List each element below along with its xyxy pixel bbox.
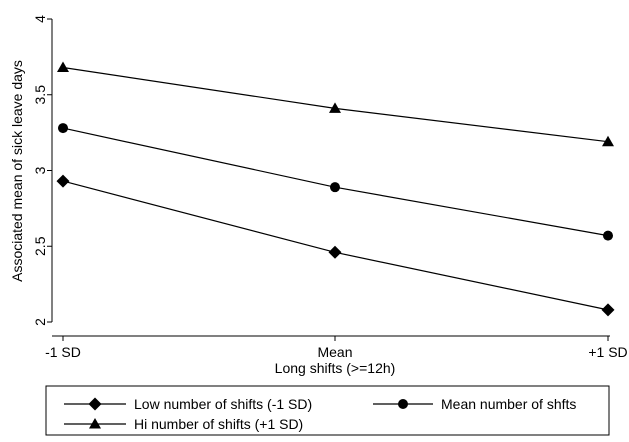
y-tick-label: 2.5 — [32, 236, 48, 256]
y-axis-title: Associated mean of sick leave days — [9, 60, 25, 282]
series-layer — [57, 61, 615, 316]
x-tick-label: Mean — [317, 344, 352, 360]
series-line-2 — [63, 128, 608, 236]
data-point-circle — [330, 182, 340, 192]
data-point-diamond — [57, 175, 70, 188]
y-tick-label: 3.5 — [32, 85, 48, 105]
legend-label: Low number of shifts (-1 SD) — [134, 396, 312, 412]
data-point-circle — [58, 123, 68, 133]
y-tick-label: 2 — [32, 318, 48, 326]
data-point-diamond — [602, 303, 615, 316]
legend-marker-circle — [398, 399, 408, 409]
legend: Low number of shifts (-1 SD) Mean number … — [46, 386, 609, 435]
legend-label: Hi number of shifts (+1 SD) — [134, 416, 303, 432]
data-point-triangle — [57, 61, 69, 72]
y-tick-label: 3 — [32, 166, 48, 174]
y-tick-label: 4 — [32, 15, 48, 23]
data-point-diamond — [329, 246, 342, 259]
series-line-1 — [63, 181, 608, 310]
data-point-circle — [603, 231, 613, 241]
legend-marker-triangle — [89, 418, 101, 429]
legend-label: Mean number of shfts — [441, 396, 576, 412]
axes: 2 2.5 3 3.5 4 -1 SD Mean +1 SD — [32, 15, 628, 360]
x-tick-label: -1 SD — [45, 344, 81, 360]
x-tick-label: +1 SD — [588, 344, 627, 360]
x-axis-title: Long shifts (>=12h) — [275, 360, 396, 376]
legend-marker-diamond — [89, 398, 102, 411]
